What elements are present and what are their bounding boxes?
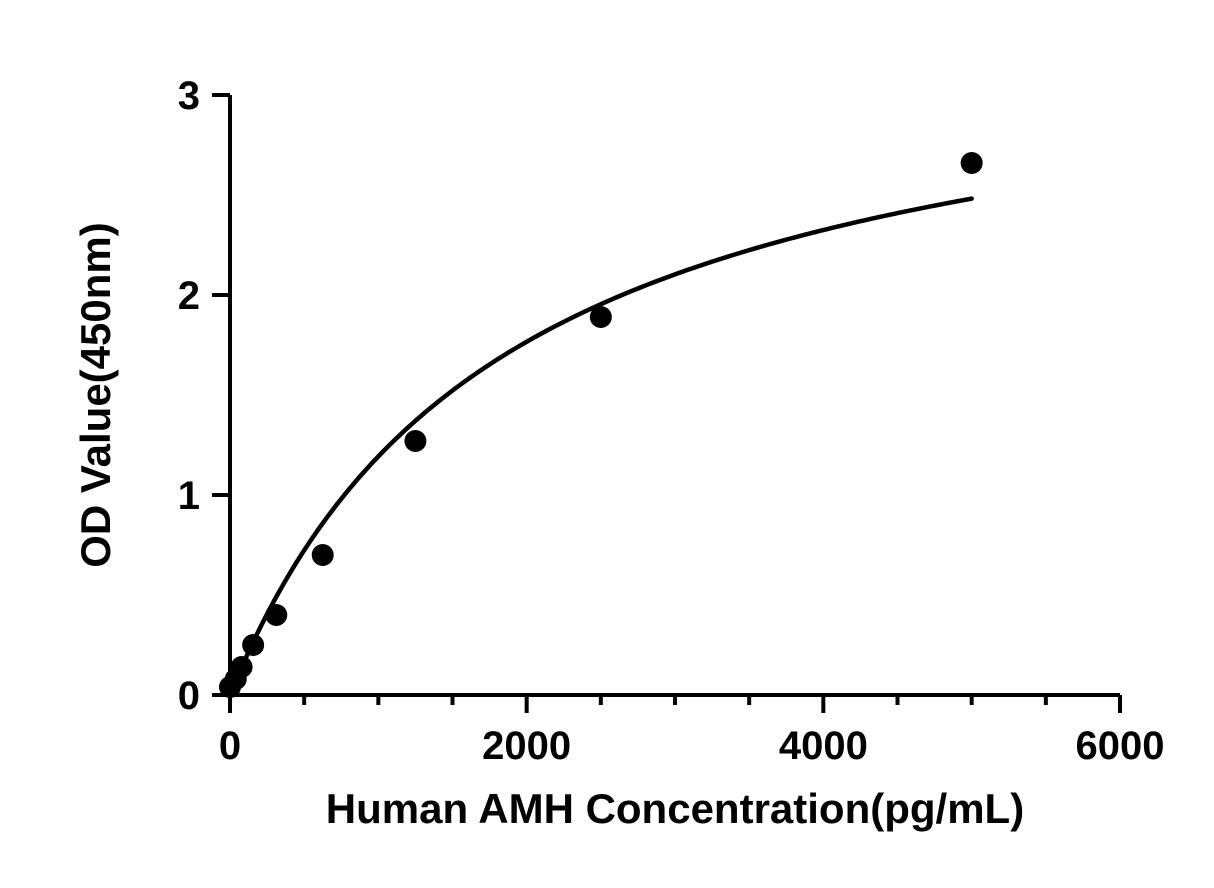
chart-svg: 0 2000 4000 6000 0 1 2 3 Human AMH Concentrati…	[0, 0, 1214, 888]
chart-container: 0 2000 4000 6000 0 1 2 3 Human AMH Concentrati…	[0, 0, 1214, 888]
y-tick-label: 1	[178, 474, 200, 518]
data-point	[231, 656, 253, 678]
x-axis-label: Human AMH Concentration(pg/mL)	[326, 785, 1024, 832]
data-point	[312, 544, 334, 566]
y-axis-label: OD Value(450nm)	[72, 222, 119, 567]
x-tick-label: 4000	[779, 724, 868, 768]
data-point	[590, 306, 612, 328]
data-point	[961, 152, 983, 174]
y-tick-label: 2	[178, 274, 200, 318]
data-point	[265, 604, 287, 626]
y-tick-label: 0	[178, 674, 200, 718]
x-tick-label: 0	[219, 724, 241, 768]
data-point	[404, 430, 426, 452]
y-tick-label: 3	[178, 74, 200, 118]
x-tick-label: 6000	[1076, 724, 1165, 768]
data-point	[242, 634, 264, 656]
chart-background	[0, 0, 1214, 888]
x-tick-label: 2000	[482, 724, 571, 768]
